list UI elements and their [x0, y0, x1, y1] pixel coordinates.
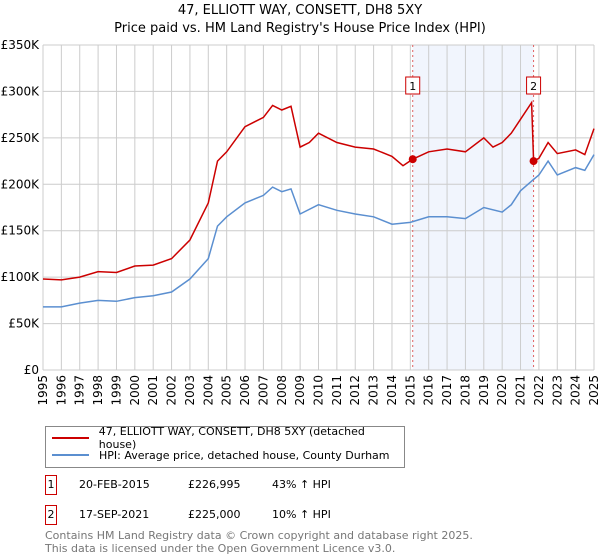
x-tick-label: 2017: [440, 375, 454, 406]
y-tick-label: £50K: [8, 317, 40, 331]
x-tick-label: 2011: [330, 375, 344, 406]
y-tick-label: £300K: [1, 84, 41, 98]
x-tick-label: 2003: [183, 375, 197, 406]
sale-label: 2: [530, 80, 537, 93]
series-line: [43, 154, 595, 308]
x-tick-label: 2009: [293, 375, 307, 406]
sale-point: [529, 157, 538, 166]
y-tick-label: £150K: [1, 224, 41, 238]
x-tick-label: 2015: [403, 375, 417, 406]
price-chart: 1995 1996 1997 1998 1999 2000 2001 2002 2003 2004…: [1, 38, 600, 406]
x-tick-label: 2002: [165, 375, 179, 406]
x-tick-label: 2020: [495, 375, 509, 406]
legend-item-property: 47, ELLIOTT WAY, CONSETT, DH8 5XY (detac…: [52, 425, 404, 451]
x-tick-label: 2019: [477, 375, 491, 406]
x-tick-label: 1996: [54, 375, 68, 406]
x-tick-label: 2021: [514, 375, 528, 406]
x-tick-label: 2014: [385, 375, 399, 406]
sale-badge: 1: [45, 475, 57, 495]
y-tick-label: £100K: [1, 270, 41, 284]
footer: Contains HM Land Registry data © Crown c…: [45, 529, 473, 555]
x-tick-label: 1998: [91, 375, 105, 406]
y-tick-label: £200K: [1, 177, 41, 191]
sale-label-box: [526, 76, 542, 95]
legend-swatch-red: [52, 437, 89, 439]
sale-hpi: 43% ↑ HPI: [272, 478, 331, 491]
sale-price: £225,000: [188, 508, 241, 521]
y-tick-label: £350K: [1, 38, 41, 52]
footer-line: Contains HM Land Registry data © Crown c…: [45, 529, 473, 542]
sale-date: 17-SEP-2021: [79, 508, 150, 521]
legend-swatch-blue: [52, 454, 89, 456]
legend-label: HPI: Average price, detached house, Coun…: [99, 448, 390, 462]
x-tick-label: 2000: [128, 375, 142, 406]
x-tick-label: 1995: [36, 375, 50, 406]
series-line: [42, 100, 595, 281]
chart-subtitle: Price paid vs. HM Land Registry's House …: [114, 21, 486, 36]
x-tick-label: 2022: [532, 375, 546, 406]
x-tick-label: 1999: [109, 375, 123, 406]
x-tick-label: 2004: [201, 375, 215, 406]
x-tick-label: 2006: [238, 375, 252, 406]
y-tick-label: £250K: [1, 131, 41, 145]
sale-point: [408, 155, 417, 164]
legend-item-hpi: HPI: Average price, detached house, Coun…: [52, 447, 390, 463]
x-tick-label: 1997: [73, 375, 87, 406]
x-tick-label: 2012: [348, 375, 362, 406]
sale-badge: 2: [45, 505, 57, 525]
sale-label: 1: [409, 80, 416, 93]
sale-price: £226,995: [188, 478, 241, 491]
x-tick-label: 2025: [587, 375, 600, 406]
x-tick-label: 2024: [569, 375, 583, 406]
x-tick-label: 2010: [312, 375, 326, 406]
x-tick-label: 2016: [422, 375, 436, 406]
x-tick-label: 2005: [220, 375, 234, 406]
x-tick-label: 2023: [550, 375, 564, 406]
x-tick-label: 2007: [256, 375, 270, 406]
legend: 47, ELLIOTT WAY, CONSETT, DH8 5XY (detac…: [45, 425, 405, 468]
highlight-band: [412, 45, 534, 370]
x-tick-label: 2013: [367, 375, 381, 406]
footer-line: This data is licensed under the Open Gov…: [45, 542, 396, 555]
sale-date: 20-FEB-2015: [79, 478, 150, 491]
legend-label: 47, ELLIOTT WAY, CONSETT, DH8 5XY (detac…: [98, 425, 365, 451]
x-tick-label: 2018: [458, 375, 472, 406]
x-tick-label: 2008: [275, 375, 289, 406]
sale-label-box: [405, 76, 421, 95]
sale-hpi: 10% ↑ HPI: [272, 508, 331, 521]
y-tick-label: £0: [24, 363, 39, 377]
chart-title: 47, ELLIOTT WAY, CONSETT, DH8 5XY: [177, 3, 423, 18]
x-tick-label: 2001: [146, 375, 160, 406]
